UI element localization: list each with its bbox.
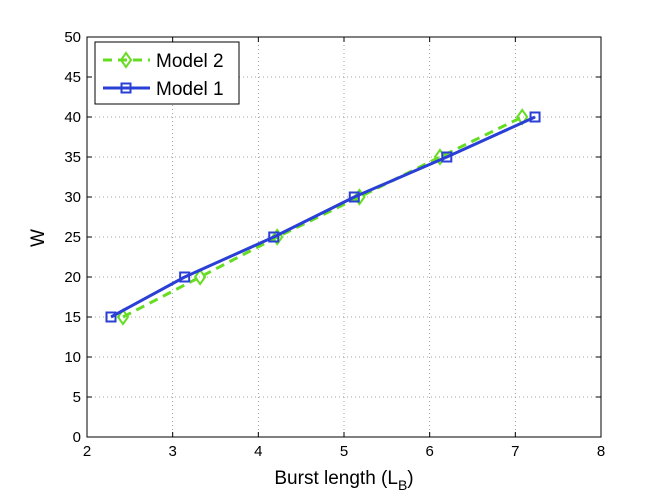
x-tick-label: 3 bbox=[168, 443, 176, 460]
legend-marker bbox=[119, 51, 133, 69]
legend: Model 2 Model 1 bbox=[94, 41, 240, 105]
legend-label: Model 1 bbox=[156, 79, 224, 100]
y-tick-label: 15 bbox=[64, 309, 81, 326]
y-tick-label: 10 bbox=[64, 349, 81, 366]
x-axis-title-suffix: ) bbox=[407, 468, 413, 489]
x-tick-label: 4 bbox=[254, 443, 262, 460]
y-tick-label: 50 bbox=[64, 29, 81, 46]
y-tick-label: 25 bbox=[64, 229, 81, 246]
series-line bbox=[110, 115, 536, 319]
data-point bbox=[193, 268, 207, 286]
data-point bbox=[179, 271, 191, 283]
series-model-2 bbox=[116, 108, 529, 326]
y-tick-label: 35 bbox=[64, 149, 81, 166]
x-tick-label: 2 bbox=[83, 443, 91, 460]
y-tick-label: 45 bbox=[64, 69, 81, 86]
data-point bbox=[116, 308, 130, 326]
x-tick-label: 7 bbox=[511, 443, 519, 460]
y-axis-title: W bbox=[28, 229, 49, 247]
x-axis-title-subscript: B bbox=[398, 477, 407, 493]
y-tick-label: 5 bbox=[73, 389, 81, 406]
x-tick-label: 5 bbox=[340, 443, 348, 460]
x-tick-label: 6 bbox=[425, 443, 433, 460]
legend-box bbox=[94, 41, 240, 105]
y-tick-label: 20 bbox=[64, 269, 81, 286]
x-axis-title: Burst length (LB) bbox=[274, 468, 413, 493]
series-model-1 bbox=[105, 111, 541, 323]
x-tick-label: 8 bbox=[597, 443, 605, 460]
data-point bbox=[348, 191, 360, 203]
grid bbox=[87, 37, 601, 437]
legend-marker bbox=[120, 82, 132, 94]
series-group bbox=[105, 108, 541, 326]
legend-label: Model 2 bbox=[156, 51, 224, 72]
y-tick-label: 40 bbox=[64, 109, 81, 126]
y-tick-label: 0 bbox=[73, 429, 81, 446]
y-tick-label: 30 bbox=[64, 189, 81, 206]
series-line bbox=[122, 115, 523, 319]
data-point bbox=[268, 231, 280, 243]
data-point bbox=[529, 111, 541, 123]
data-point bbox=[105, 311, 117, 323]
data-point bbox=[441, 151, 453, 163]
